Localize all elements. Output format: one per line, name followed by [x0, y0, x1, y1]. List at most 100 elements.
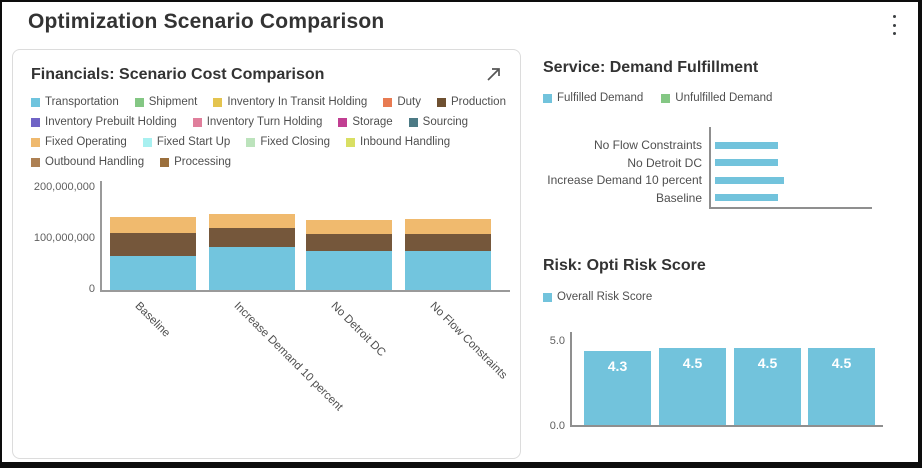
legend-swatch-icon: [31, 97, 40, 107]
financials-card-title: Financials: Scenario Cost Comparison: [31, 66, 325, 83]
financials-stacked-bar-chart: 0 100,000,000 200,000,000 Baseline Increase …: [13, 50, 520, 458]
service-category-label: No Flow Constraints: [593, 138, 702, 152]
legend-item[interactable]: Unfulfilled Demand: [661, 92, 772, 104]
y-axis-tick-label: 200,000,000: [33, 181, 95, 193]
risk-panel-title: Risk: Opti Risk Score: [543, 257, 706, 274]
legend-swatch-icon: [543, 93, 552, 103]
kebab-dot: [892, 15, 896, 18]
legend-swatch-icon: [408, 117, 418, 127]
legend-swatch-icon: [246, 137, 256, 147]
bar-segment-production[interactable]: [209, 227, 295, 248]
financials-card: Financials: Scenario Cost Comparison Tra…: [12, 49, 521, 459]
legend-label: Inventory In Transit Holding: [227, 96, 368, 108]
legend-label: Production: [450, 96, 506, 108]
legend-item[interactable]: Processing: [160, 156, 231, 168]
legend-swatch-icon: [346, 137, 355, 147]
legend-label: Inventory Turn Holding: [206, 116, 323, 128]
kebab-dot: [892, 23, 896, 27]
bar-segment-fixed-operating[interactable]: [405, 219, 491, 234]
service-panel-title: Service: Demand Fulfillment: [543, 59, 759, 76]
legend-item[interactable]: Fixed Closing: [246, 136, 330, 148]
legend-item[interactable]: Inbound Handling: [346, 136, 450, 148]
legend-label: Fixed Start Up: [156, 136, 231, 148]
legend-item[interactable]: Fixed Operating: [31, 136, 127, 148]
legend-item[interactable]: Duty: [383, 96, 421, 108]
legend-row: Inventory Prebuilt Holding Inventory Turn…: [31, 116, 509, 128]
legend-label: Overall Risk Score: [557, 291, 653, 303]
service-panel: Service: Demand Fulfillment Fulfilled De…: [543, 59, 918, 254]
y-axis-tick-label: 5.0: [549, 335, 565, 347]
legend-label: Inventory Prebuilt Holding: [45, 116, 177, 128]
fulfilled-demand-bar[interactable]: [715, 176, 785, 184]
kebab-menu-icon[interactable]: [887, 15, 901, 35]
legend-item[interactable]: Shipment: [134, 96, 198, 108]
bar-segment-transportation[interactable]: [110, 256, 196, 290]
legend-swatch-icon: [543, 292, 552, 302]
risk-legend: Overall Risk Score: [543, 291, 652, 303]
bar-segment-transportation[interactable]: [209, 247, 295, 290]
page-title: Optimization Scenario Comparison: [28, 10, 385, 33]
fulfilled-demand-bar[interactable]: [715, 194, 778, 201]
bar-value-label: 4.5: [757, 354, 778, 371]
legend-swatch-icon: [31, 157, 40, 167]
x-axis-category-label: No Detroit DC: [328, 300, 388, 360]
legend-label: Unfulfilled Demand: [675, 92, 773, 104]
legend-item[interactable]: Storage: [338, 116, 393, 128]
kebab-dot: [892, 32, 896, 35]
risk-score-bar[interactable]: 4.5: [734, 347, 801, 425]
legend-swatch-icon: [192, 117, 202, 127]
risk-chart-axes: 4.3 4.5 4.5 4.5: [570, 332, 883, 427]
legend-label: Sourcing: [422, 116, 469, 128]
legend-label: Shipment: [148, 96, 198, 108]
bar-segment-fixed-operating[interactable]: [209, 213, 295, 228]
legend-item[interactable]: Fulfilled Demand: [543, 92, 643, 104]
service-category-label: Increase Demand 10 percent: [547, 173, 702, 187]
legend-label: Duty: [397, 96, 421, 108]
legend-item[interactable]: Sourcing: [408, 116, 469, 128]
bar-segment-production[interactable]: [110, 233, 196, 257]
expand-arrow-icon[interactable]: [484, 64, 504, 84]
service-category-label: Baseline: [655, 190, 702, 205]
legend-label: Fixed Operating: [45, 136, 127, 148]
legend-label: Fulfilled Demand: [557, 92, 644, 104]
legend-item[interactable]: Production: [436, 96, 506, 108]
bar-segment-production[interactable]: [306, 234, 392, 251]
bar-value-label: 4.5: [831, 354, 852, 371]
legend-swatch-icon: [661, 93, 671, 103]
risk-score-bar[interactable]: 4.5: [808, 347, 875, 425]
y-axis-tick-label: 0: [88, 283, 95, 295]
legend-item[interactable]: Outbound Handling: [31, 156, 144, 168]
fulfilled-demand-bar[interactable]: [715, 141, 778, 149]
legend-item[interactable]: Fixed Start Up: [142, 136, 231, 148]
bar-segment-transportation[interactable]: [306, 250, 392, 290]
legend-swatch-icon: [213, 97, 223, 107]
legend-item[interactable]: Overall Risk Score: [543, 291, 652, 303]
legend-swatch-icon: [383, 97, 393, 107]
legend-row: Outbound Handling Processing: [31, 156, 509, 168]
legend-item[interactable]: Inventory Prebuilt Holding: [31, 116, 177, 128]
service-legend: Fulfilled Demand Unfulfilled Demand: [543, 92, 772, 104]
x-axis-category-label: No Flow Constraints: [427, 300, 510, 382]
legend-item[interactable]: Inventory Turn Holding: [192, 116, 323, 128]
legend-label: Fixed Closing: [260, 136, 330, 148]
service-chart-axes: [709, 127, 872, 209]
bar-value-label: 4.3: [607, 358, 628, 375]
risk-bar-chart: 4.3 4.5 4.5 4.5 5.0 0.0: [543, 332, 918, 432]
bar-segment-fixed-operating[interactable]: [110, 216, 196, 234]
y-axis-tick-label: 100,000,000: [33, 232, 95, 244]
bar-segment-transportation[interactable]: [405, 251, 491, 290]
legend-item[interactable]: Inventory In Transit Holding: [213, 96, 367, 108]
legend-swatch-icon: [142, 137, 152, 147]
risk-score-bar[interactable]: 4.3: [584, 351, 651, 425]
bar-value-label: 4.5: [682, 354, 703, 371]
legend-item[interactable]: Transportation: [31, 96, 119, 108]
risk-score-bar[interactable]: 4.5: [659, 347, 726, 425]
legend-row: Fixed Operating Fixed Start Up Fixed Closi…: [31, 136, 509, 148]
bar-segment-fixed-operating[interactable]: [306, 220, 392, 235]
legend-swatch-icon: [338, 117, 348, 127]
bar-segment-production[interactable]: [405, 233, 491, 252]
x-axis-category-label: Baseline: [132, 300, 173, 340]
financials-legend: Transportation Shipment Inventory In Trans…: [31, 96, 509, 176]
fulfilled-demand-bar[interactable]: [715, 159, 778, 166]
